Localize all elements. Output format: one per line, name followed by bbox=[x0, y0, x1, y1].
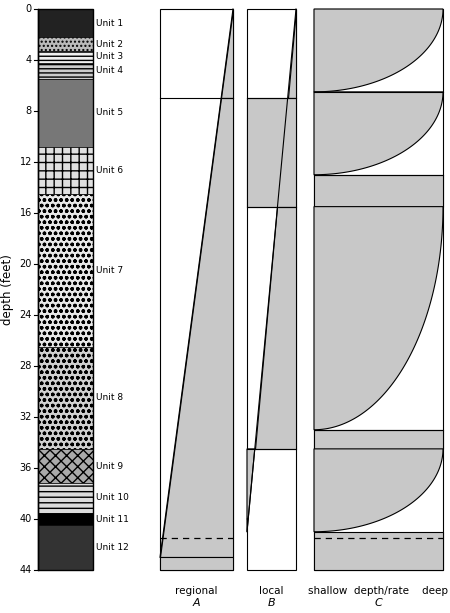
Bar bbox=[38, 525, 93, 570]
Bar bbox=[38, 512, 93, 525]
Text: Unit 5: Unit 5 bbox=[96, 109, 123, 118]
Text: A: A bbox=[193, 598, 200, 608]
Polygon shape bbox=[314, 9, 443, 92]
Text: Unit 11: Unit 11 bbox=[96, 514, 129, 524]
Text: Unit 10: Unit 10 bbox=[96, 493, 129, 503]
Text: 28: 28 bbox=[20, 361, 32, 371]
Text: 12: 12 bbox=[20, 157, 32, 167]
Bar bbox=[38, 194, 93, 347]
Bar bbox=[160, 9, 233, 570]
Polygon shape bbox=[255, 207, 296, 449]
Bar bbox=[38, 79, 93, 147]
Bar bbox=[38, 147, 93, 194]
Bar bbox=[247, 9, 296, 570]
Polygon shape bbox=[221, 9, 233, 98]
Polygon shape bbox=[314, 449, 443, 531]
Bar bbox=[38, 51, 93, 63]
Bar bbox=[38, 9, 93, 570]
Bar bbox=[38, 9, 93, 37]
Bar bbox=[314, 175, 443, 207]
Text: Unit 1: Unit 1 bbox=[96, 18, 123, 28]
Text: shallow  depth/rate    deep: shallow depth/rate deep bbox=[309, 586, 449, 596]
Text: Unit 6: Unit 6 bbox=[96, 166, 123, 175]
Text: Unit 7: Unit 7 bbox=[96, 266, 123, 275]
Text: 0: 0 bbox=[26, 4, 32, 14]
Text: depth (feet): depth (feet) bbox=[1, 254, 14, 325]
Polygon shape bbox=[314, 207, 443, 430]
Polygon shape bbox=[160, 98, 233, 557]
Bar bbox=[314, 531, 443, 570]
Text: 44: 44 bbox=[20, 565, 32, 575]
Bar bbox=[38, 347, 93, 449]
Text: 24: 24 bbox=[20, 310, 32, 320]
Text: 16: 16 bbox=[20, 208, 32, 218]
Text: Unit 3: Unit 3 bbox=[96, 52, 123, 61]
Text: 8: 8 bbox=[26, 106, 32, 116]
Text: 32: 32 bbox=[20, 412, 32, 422]
Text: Unit 8: Unit 8 bbox=[96, 394, 123, 402]
Text: regional: regional bbox=[175, 586, 218, 596]
Text: B: B bbox=[268, 598, 275, 608]
Polygon shape bbox=[247, 519, 248, 531]
Text: 20: 20 bbox=[20, 259, 32, 269]
Text: 40: 40 bbox=[20, 514, 32, 524]
Polygon shape bbox=[160, 557, 233, 570]
Polygon shape bbox=[247, 98, 296, 207]
Text: local: local bbox=[259, 586, 284, 596]
Text: 36: 36 bbox=[20, 463, 32, 473]
Text: Unit 2: Unit 2 bbox=[96, 40, 123, 48]
Text: 4: 4 bbox=[26, 55, 32, 65]
Polygon shape bbox=[288, 9, 296, 98]
Text: Unit 9: Unit 9 bbox=[96, 462, 123, 471]
Polygon shape bbox=[314, 92, 443, 175]
Bar bbox=[314, 9, 443, 570]
Bar bbox=[38, 449, 93, 483]
Polygon shape bbox=[247, 449, 255, 519]
Text: C: C bbox=[374, 598, 382, 608]
Bar bbox=[38, 37, 93, 51]
Bar bbox=[314, 430, 443, 449]
Text: Unit 4: Unit 4 bbox=[96, 66, 123, 75]
Bar bbox=[38, 483, 93, 512]
Text: Unit 12: Unit 12 bbox=[96, 543, 129, 552]
Bar bbox=[38, 63, 93, 79]
